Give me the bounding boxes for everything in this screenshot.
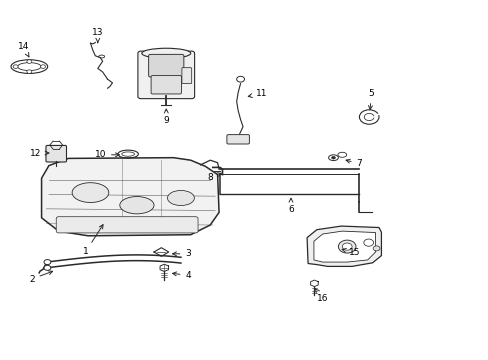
Text: 6: 6 bbox=[287, 198, 293, 214]
FancyBboxPatch shape bbox=[182, 68, 191, 84]
FancyBboxPatch shape bbox=[226, 135, 249, 144]
Text: 15: 15 bbox=[342, 248, 360, 257]
Polygon shape bbox=[41, 158, 219, 236]
Ellipse shape bbox=[167, 190, 194, 206]
Text: 5: 5 bbox=[368, 89, 374, 109]
Text: 16: 16 bbox=[315, 289, 328, 303]
Text: 13: 13 bbox=[92, 28, 103, 42]
FancyBboxPatch shape bbox=[148, 54, 183, 77]
Circle shape bbox=[338, 240, 355, 253]
Circle shape bbox=[44, 260, 51, 265]
Circle shape bbox=[372, 246, 379, 251]
Circle shape bbox=[363, 239, 373, 246]
Text: 3: 3 bbox=[172, 249, 191, 258]
Text: 10: 10 bbox=[94, 150, 119, 159]
Text: 2: 2 bbox=[29, 271, 53, 284]
Circle shape bbox=[342, 243, 351, 250]
Circle shape bbox=[13, 65, 18, 68]
Text: 7: 7 bbox=[346, 159, 362, 168]
Circle shape bbox=[27, 70, 32, 73]
FancyBboxPatch shape bbox=[138, 51, 194, 99]
Circle shape bbox=[27, 60, 32, 63]
Text: 9: 9 bbox=[163, 109, 169, 125]
FancyBboxPatch shape bbox=[46, 145, 66, 162]
Polygon shape bbox=[313, 231, 375, 262]
FancyBboxPatch shape bbox=[151, 76, 181, 94]
FancyBboxPatch shape bbox=[56, 217, 198, 233]
Ellipse shape bbox=[142, 48, 190, 58]
Ellipse shape bbox=[72, 183, 108, 202]
Text: 12: 12 bbox=[29, 149, 49, 158]
Circle shape bbox=[41, 65, 45, 68]
Circle shape bbox=[44, 265, 51, 270]
Text: 14: 14 bbox=[18, 42, 29, 57]
Circle shape bbox=[331, 156, 335, 159]
Text: 11: 11 bbox=[248, 89, 267, 98]
Polygon shape bbox=[306, 226, 381, 266]
Ellipse shape bbox=[120, 197, 154, 214]
Text: 1: 1 bbox=[82, 225, 103, 256]
Text: 8: 8 bbox=[207, 173, 221, 181]
Text: 4: 4 bbox=[172, 271, 191, 280]
